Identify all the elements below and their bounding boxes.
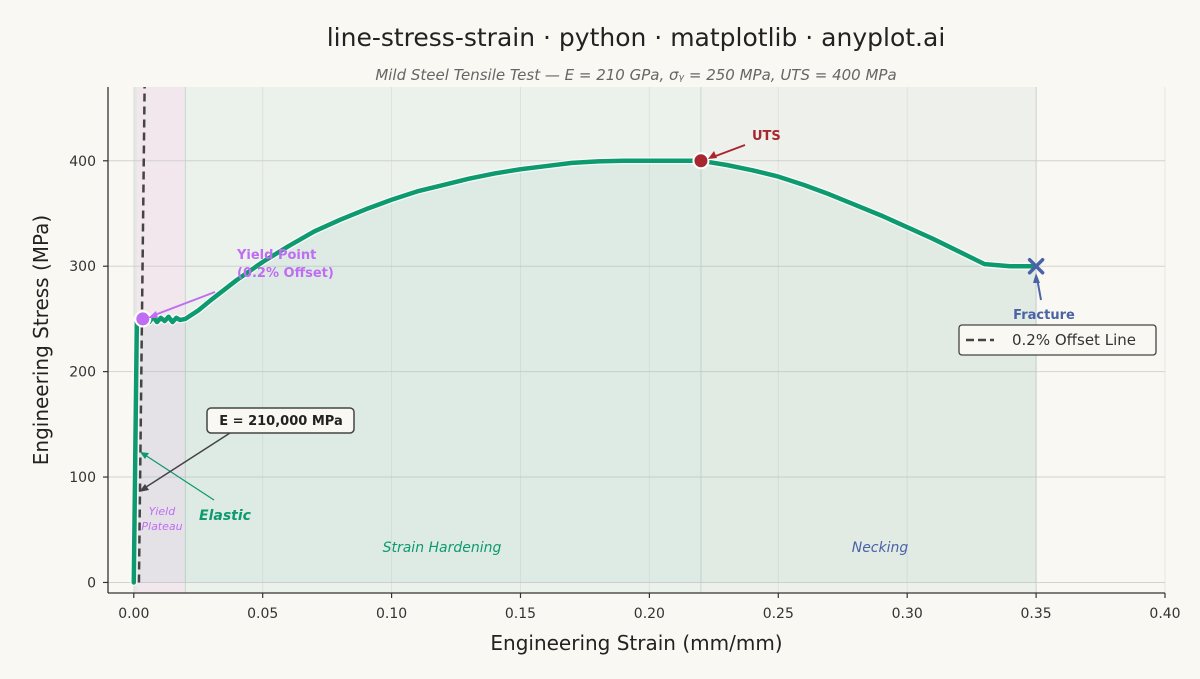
region-label-elastic: Elastic	[199, 508, 252, 524]
modulus-annotation: E = 210,000 MPa	[219, 414, 342, 429]
x-tick-label-1: 0.05	[247, 606, 278, 622]
x-tick-label-6: 0.30	[892, 606, 923, 622]
region-label-strain-hardening: Strain Hardening	[383, 540, 502, 556]
annotation-layer: E = 210,000 MPa Yield Point (0.2% Offset…	[139, 129, 1075, 501]
x-tick-label-0: 0.00	[118, 606, 149, 622]
x-tick-label-7: 0.35	[1021, 606, 1052, 622]
uts-arrow	[712, 144, 746, 158]
yield-arrow	[151, 291, 216, 317]
region-label-yield-plateau-line2: Plateau	[141, 520, 182, 533]
modulus-arrow	[142, 432, 231, 490]
chart-title: line-stress-strain · python · matplotlib…	[327, 23, 946, 52]
fracture-annotation: Fracture	[1013, 308, 1075, 323]
chart-subtitle: Mild Steel Tensile Test — E = 210 GPa, σ…	[375, 66, 896, 84]
x-axis-title: Engineering Strain (mm/mm)	[490, 631, 782, 655]
curve-layer	[130, 152, 1045, 586]
x-tick-label-5: 0.25	[763, 606, 794, 622]
uts-annotation: UTS	[752, 129, 781, 144]
y-tick-label-3: 300	[69, 259, 96, 275]
region-yield-plateau	[136, 87, 186, 593]
modulus-box	[206, 407, 355, 434]
y-axis-title: Engineering Stress (MPa)	[29, 215, 53, 465]
curve-area-fill	[133, 160, 1037, 583]
legend-box	[958, 324, 1157, 356]
x-tick-label-4: 0.20	[634, 606, 665, 622]
region-strain-hardening	[185, 87, 701, 593]
yield-point-marker	[134, 310, 152, 328]
elastic-arrowhead	[140, 452, 149, 459]
offset-layer	[137, 86, 146, 583]
y-tick-label-4: 400	[69, 154, 96, 170]
yield-annotation-line1: Yield Point	[236, 248, 316, 263]
legend: 0.2% Offset Line	[958, 324, 1157, 356]
region-label-yield-plateau-line1: Yield	[149, 505, 176, 518]
uts-marker	[692, 152, 710, 170]
x-tick-label-2: 0.10	[376, 606, 407, 622]
fracture-marker-stroke-2	[1027, 257, 1045, 275]
y-tick-label-0: 0	[87, 575, 96, 591]
yield-arrowhead	[148, 311, 158, 318]
fill-layer	[133, 160, 1037, 583]
offset-line	[137, 86, 146, 583]
modulus-arrowhead	[139, 484, 149, 492]
axes-layer: 0.00 0.05 0.10 0.15 0.20 0.25 0.30 0.35 0.40 0 100…	[29, 87, 1181, 655]
grid-layer	[108, 87, 1166, 593]
region-label-necking: Necking	[852, 540, 909, 556]
y-tick-label-1: 100	[69, 470, 96, 486]
x-tick-label-3: 0.15	[505, 606, 536, 622]
y-tick-label-2: 200	[69, 365, 96, 381]
region-labels-layer: Yield Plateau Strain Hardening Necking E…	[141, 505, 908, 556]
stress-strain-curve	[131, 158, 1039, 585]
x-tick-label-8: 0.40	[1149, 606, 1180, 622]
legend-offset-line-label: 0.2% Offset Line	[1012, 331, 1136, 349]
uts-arrowhead	[708, 151, 717, 159]
fracture-arrowhead	[1033, 273, 1040, 283]
yield-annotation-line2: (0.2% Offset)	[237, 266, 334, 281]
elastic-arrow	[141, 452, 215, 501]
